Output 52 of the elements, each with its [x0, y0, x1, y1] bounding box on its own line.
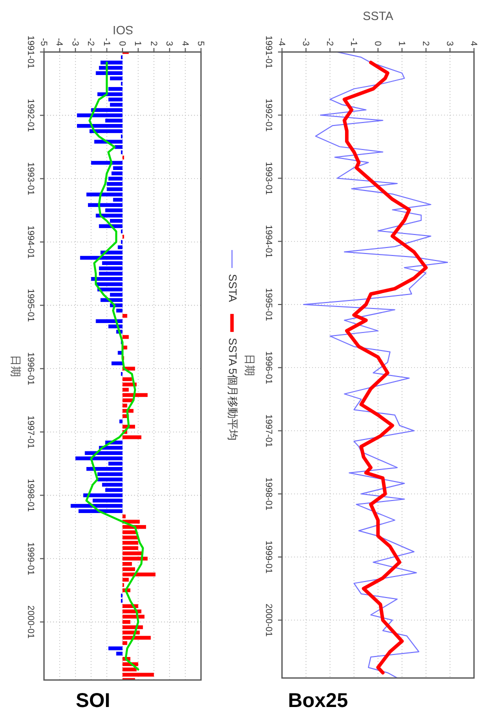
y-tick-label: 2000-01	[26, 605, 36, 638]
x-tick-label: 0	[118, 40, 128, 46]
y-tick-label: 1997-01	[26, 415, 36, 448]
y-tick-label: 1993-01	[264, 162, 274, 195]
y-tick-label: 1992-01	[26, 98, 36, 132]
x-tick-label: 4	[180, 40, 190, 46]
x-tick-label: -1	[102, 38, 112, 46]
x-tick-label: -4	[54, 38, 65, 46]
x-tick-label: 3	[164, 40, 175, 46]
y-tick-label: 2000-01	[264, 604, 274, 637]
bar	[122, 314, 128, 318]
y-axis-title: 日期	[9, 355, 21, 377]
x-axis-title: SOI	[112, 23, 134, 37]
y-tick-label: 1999-01	[26, 542, 36, 576]
x-tick-label: 0	[373, 40, 383, 46]
y-tick-label: 1995-01	[26, 288, 36, 322]
y-tick-label: 1991-01	[264, 35, 274, 69]
y-tick-label: 1996-01	[26, 352, 36, 386]
bar	[119, 420, 122, 424]
x-tick-label: 3	[445, 40, 455, 46]
y-tick-label: 1997-01	[264, 414, 274, 448]
y-tick-label: 1998-01	[26, 478, 36, 512]
y-tick-label: 1998-01	[264, 477, 274, 510]
x-tick-label: 2	[148, 40, 159, 46]
x-axis-title: SSTA	[362, 9, 394, 23]
y-tick-label: 1994-01	[264, 224, 274, 258]
legend-label: SSTA	[226, 274, 238, 303]
x-tick-label: -5	[39, 38, 49, 46]
y-axis-title: 日期	[243, 354, 255, 376]
x-tick-label: 2	[421, 40, 431, 46]
text: Box25	[288, 690, 348, 712]
x-tick-label: 5	[196, 40, 206, 46]
y-tick-label: 1993-01	[26, 162, 36, 196]
x-tick-label: -3	[301, 38, 311, 46]
x-tick-label: -1	[349, 38, 359, 46]
x-tick-label: -3	[70, 38, 80, 46]
x-tick-label: -4	[277, 38, 287, 46]
y-tick-label: 1992-01	[264, 98, 274, 132]
text: SOI	[76, 690, 110, 712]
y-tick-label: 1996-01	[264, 351, 274, 384]
bar	[122, 335, 129, 339]
x-tick-label: -2	[325, 38, 335, 46]
x-tick-label: 4	[469, 40, 478, 46]
y-tick-label: 1991-01	[26, 35, 36, 69]
x-tick-label: 1	[397, 40, 407, 46]
y-tick-label: 1994-01	[26, 225, 36, 258]
x-tick-label: -2	[86, 38, 96, 46]
bar	[112, 361, 122, 366]
x-tick-label: 1	[133, 40, 144, 46]
y-tick-label: 1995-01	[264, 288, 274, 322]
legend-label: SSTA 5個月移動平均	[226, 338, 238, 440]
y-tick-label: 1999-01	[264, 540, 274, 574]
